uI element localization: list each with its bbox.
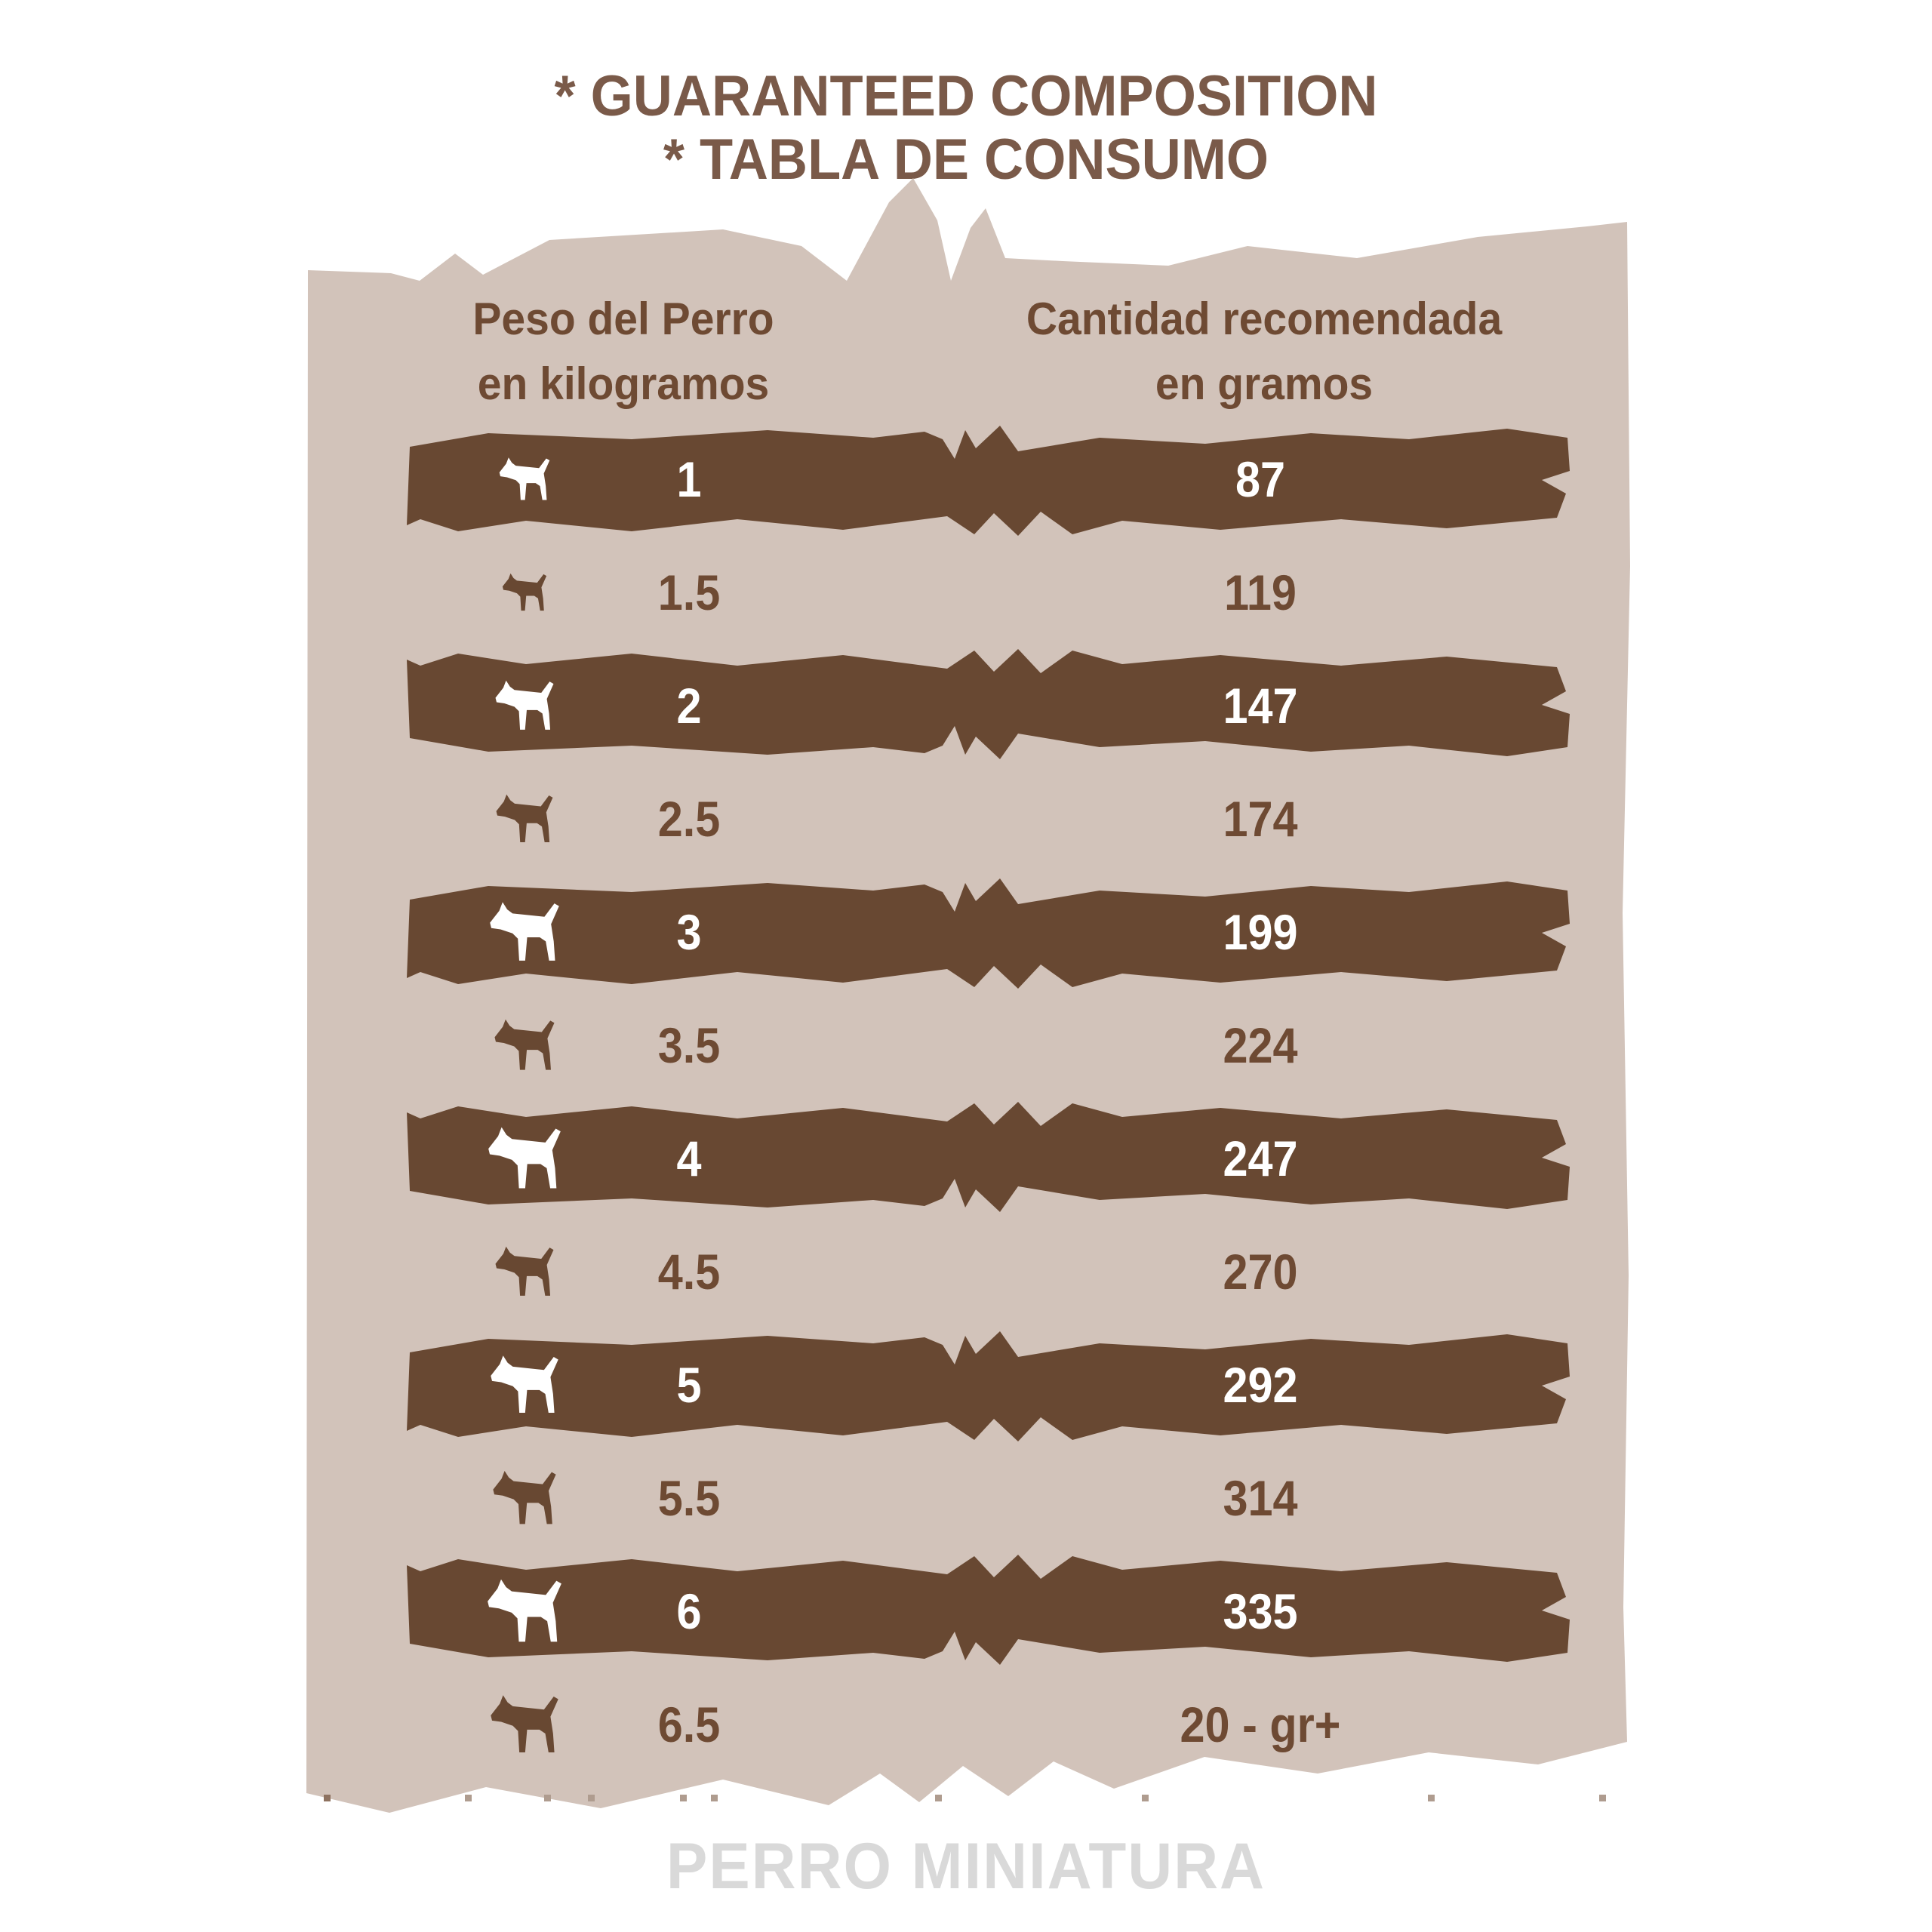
column-header-grams-line2: en gramos bbox=[1155, 358, 1374, 409]
grams-value: 199 bbox=[1223, 904, 1298, 960]
dog-icon bbox=[495, 680, 554, 730]
weight-value: 3.5 bbox=[657, 1017, 721, 1073]
grams-value: 247 bbox=[1223, 1131, 1298, 1186]
grams-value: 119 bbox=[1224, 565, 1297, 620]
grams-value: 20 - gr+ bbox=[1180, 1697, 1341, 1752]
grams-value: 174 bbox=[1223, 791, 1298, 847]
weight-value: 6.5 bbox=[657, 1697, 721, 1752]
table-row: 4.5 270 bbox=[300, 1215, 1634, 1328]
column-header-weight: Peso del Perro en kilogramos bbox=[423, 287, 824, 417]
grams-value: 147 bbox=[1223, 678, 1298, 734]
dog-icon bbox=[494, 1019, 555, 1070]
table-row: 1 87 bbox=[300, 423, 1634, 536]
grams-value: 87 bbox=[1235, 451, 1286, 507]
grams-value: 335 bbox=[1223, 1583, 1298, 1639]
weight-value: 6 bbox=[676, 1583, 702, 1639]
table-row: 2 147 bbox=[300, 649, 1634, 762]
product-variant-text: PERRO MINIATURA bbox=[666, 1830, 1266, 1903]
table-row: 6 335 bbox=[300, 1555, 1634, 1668]
consumption-table-panel: Peso del Perro en kilogramos Cantidad re… bbox=[300, 174, 1634, 1826]
dog-icon bbox=[491, 1355, 558, 1413]
weight-value: 5.5 bbox=[657, 1470, 721, 1526]
table-row: 1.5 119 bbox=[300, 536, 1634, 649]
dog-icon bbox=[488, 1127, 561, 1189]
weight-value: 2.5 bbox=[657, 791, 721, 847]
column-header-weight-line2: en kilogramos bbox=[477, 358, 770, 409]
dog-icon bbox=[499, 457, 550, 500]
chart-title: * GUARANTEED COMPOSITION * TABLA DE CONS… bbox=[0, 65, 1932, 192]
column-header-grams: Cantidad recomendada en gramos bbox=[977, 287, 1551, 417]
weight-value: 3 bbox=[676, 904, 702, 960]
title-line-1: * GUARANTEED COMPOSITION bbox=[554, 64, 1378, 128]
weight-value: 1 bbox=[676, 451, 702, 507]
dog-icon bbox=[490, 902, 559, 961]
title-line-2: * TABLA DE CONSUMO bbox=[663, 128, 1269, 192]
weight-value: 1.5 bbox=[657, 565, 721, 620]
table-row: 4 247 bbox=[300, 1102, 1634, 1215]
table-row: 5 292 bbox=[300, 1328, 1634, 1441]
column-header-weight-line1: Peso del Perro bbox=[472, 294, 774, 344]
grams-value: 270 bbox=[1223, 1244, 1298, 1300]
table-row: 5.5 314 bbox=[300, 1441, 1634, 1555]
column-header-grams-line1: Cantidad recomendada bbox=[1026, 294, 1503, 344]
grams-value: 314 bbox=[1223, 1470, 1298, 1526]
table-row: 2.5 174 bbox=[300, 762, 1634, 875]
table-row: 3.5 224 bbox=[300, 989, 1634, 1102]
table-row: 3 199 bbox=[300, 875, 1634, 989]
product-variant-label: PERRO MINIATURA bbox=[0, 1829, 1932, 1904]
table-row: 6.5 20 - gr+ bbox=[300, 1668, 1634, 1781]
grams-value: 224 bbox=[1223, 1017, 1298, 1073]
weight-value: 4 bbox=[676, 1131, 702, 1186]
weight-value: 5 bbox=[676, 1357, 702, 1413]
dog-icon bbox=[488, 1579, 561, 1642]
weight-value: 2 bbox=[676, 678, 702, 734]
weight-value: 4.5 bbox=[657, 1244, 721, 1300]
dog-icon bbox=[495, 1246, 554, 1296]
dog-icon bbox=[493, 1471, 556, 1524]
dog-icon bbox=[502, 573, 547, 611]
dog-icon bbox=[496, 794, 553, 842]
dog-icon bbox=[491, 1695, 558, 1752]
grams-value: 292 bbox=[1223, 1357, 1298, 1413]
